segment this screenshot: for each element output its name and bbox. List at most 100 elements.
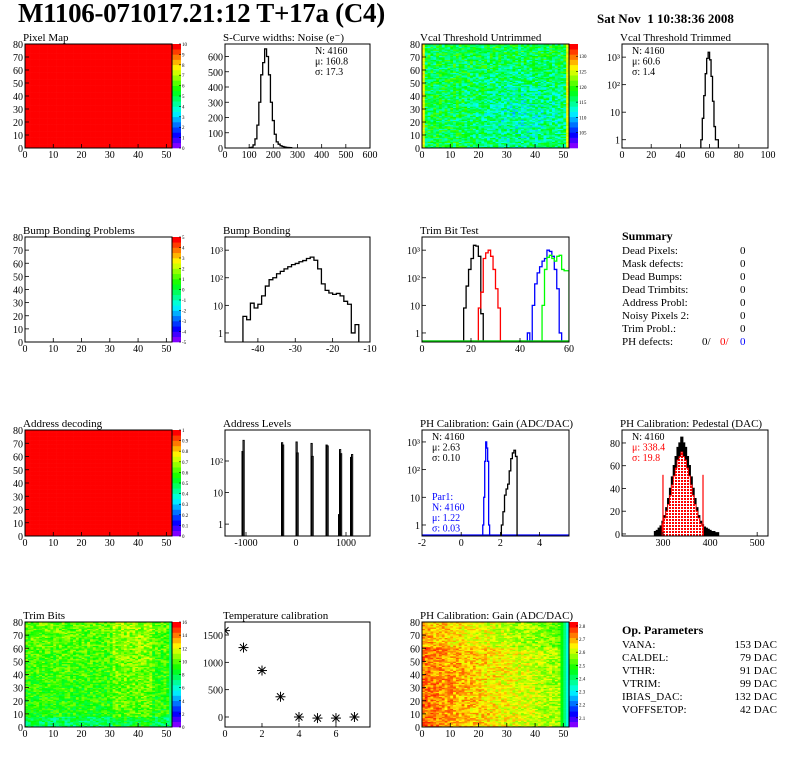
map-cell bbox=[143, 60, 147, 63]
map-cell bbox=[87, 115, 91, 118]
map-cell bbox=[39, 45, 43, 47]
map-cell bbox=[39, 111, 43, 114]
map-cell bbox=[157, 137, 161, 140]
map-cell bbox=[157, 59, 161, 62]
map-cell bbox=[146, 105, 150, 107]
map-cell bbox=[129, 115, 133, 118]
map-cell bbox=[41, 71, 46, 73]
map-cell bbox=[166, 45, 170, 47]
map-cell bbox=[146, 110, 150, 112]
map-cell bbox=[70, 68, 74, 71]
map-cell bbox=[135, 140, 139, 142]
map-cell bbox=[75, 101, 80, 103]
map-cell bbox=[84, 89, 88, 92]
map-cell bbox=[121, 81, 125, 84]
map-cell bbox=[166, 53, 170, 55]
map-cell bbox=[430, 68, 434, 71]
map-cell bbox=[104, 68, 108, 71]
map-cell bbox=[166, 136, 170, 138]
map-cell bbox=[143, 68, 147, 71]
map-cell bbox=[138, 146, 142, 148]
map-cell bbox=[132, 93, 136, 95]
map-cell bbox=[92, 44, 96, 46]
map-cell bbox=[138, 120, 142, 123]
map-cell bbox=[39, 53, 43, 55]
map-cell bbox=[61, 63, 65, 66]
map-cell bbox=[84, 50, 88, 53]
map-cell bbox=[135, 64, 139, 67]
map-cell bbox=[58, 80, 63, 82]
map-cell bbox=[41, 67, 46, 69]
map-cell bbox=[104, 135, 108, 137]
map-cell bbox=[101, 129, 105, 132]
map-cell bbox=[27, 71, 31, 73]
map-cell bbox=[27, 77, 31, 80]
map-cell bbox=[101, 97, 105, 99]
map-cell bbox=[126, 89, 130, 92]
map-cell bbox=[157, 124, 161, 127]
map-cell bbox=[118, 86, 122, 89]
map-cell bbox=[155, 79, 159, 81]
map-cell bbox=[163, 128, 167, 131]
map-cell bbox=[427, 80, 431, 82]
map-cell bbox=[61, 70, 65, 72]
map-cell bbox=[90, 105, 94, 107]
map-cell bbox=[118, 93, 122, 95]
map-cell bbox=[166, 62, 170, 64]
map-cell bbox=[115, 136, 119, 138]
map-cell bbox=[129, 132, 133, 134]
map-cell bbox=[64, 58, 68, 60]
map-cell bbox=[64, 76, 68, 79]
map-cell bbox=[109, 45, 113, 47]
map-cell bbox=[75, 85, 80, 88]
map-cell bbox=[427, 54, 431, 56]
map-cell bbox=[155, 59, 159, 62]
map-cell bbox=[33, 97, 37, 99]
map-cell bbox=[118, 79, 122, 81]
map-cell bbox=[155, 73, 159, 76]
map-cell bbox=[106, 55, 111, 58]
map-cell bbox=[155, 118, 159, 120]
map-cell bbox=[50, 106, 54, 108]
map-cell bbox=[126, 80, 130, 82]
map-cell bbox=[109, 123, 113, 125]
map-cell bbox=[138, 101, 142, 103]
map-cell bbox=[430, 71, 434, 73]
map-cell bbox=[109, 58, 113, 60]
map-cell bbox=[75, 71, 80, 73]
map-cell bbox=[163, 105, 167, 107]
map-cell bbox=[169, 119, 172, 121]
map-cell bbox=[33, 115, 37, 118]
map-cell bbox=[90, 120, 94, 123]
map-cell bbox=[422, 73, 426, 76]
map-cell bbox=[56, 92, 60, 94]
map-cell bbox=[157, 132, 161, 134]
map-cell bbox=[78, 110, 82, 112]
map-cell bbox=[106, 81, 111, 84]
map-cell bbox=[61, 88, 65, 90]
map-cell bbox=[430, 146, 434, 148]
map-cell bbox=[129, 102, 133, 105]
map-cell bbox=[123, 93, 128, 95]
map-cell bbox=[64, 63, 68, 66]
map-cell bbox=[157, 49, 161, 51]
map-cell bbox=[33, 63, 37, 66]
map-cell bbox=[50, 142, 54, 145]
map-cell bbox=[422, 145, 426, 147]
map-cell bbox=[27, 63, 31, 66]
map-cell bbox=[95, 115, 99, 118]
map-cell bbox=[92, 118, 96, 120]
map-cell bbox=[166, 142, 170, 145]
map-cell bbox=[169, 109, 172, 111]
map-cell bbox=[50, 57, 54, 59]
map-cell bbox=[61, 125, 65, 128]
map-cell bbox=[129, 122, 133, 124]
map-cell bbox=[424, 68, 428, 71]
map-cell bbox=[149, 112, 153, 115]
map-cell bbox=[115, 124, 119, 127]
map-cell bbox=[118, 110, 122, 112]
map-cell bbox=[70, 90, 74, 93]
map-cell bbox=[53, 141, 57, 144]
map-cell bbox=[152, 125, 156, 128]
map-cell bbox=[427, 92, 431, 94]
